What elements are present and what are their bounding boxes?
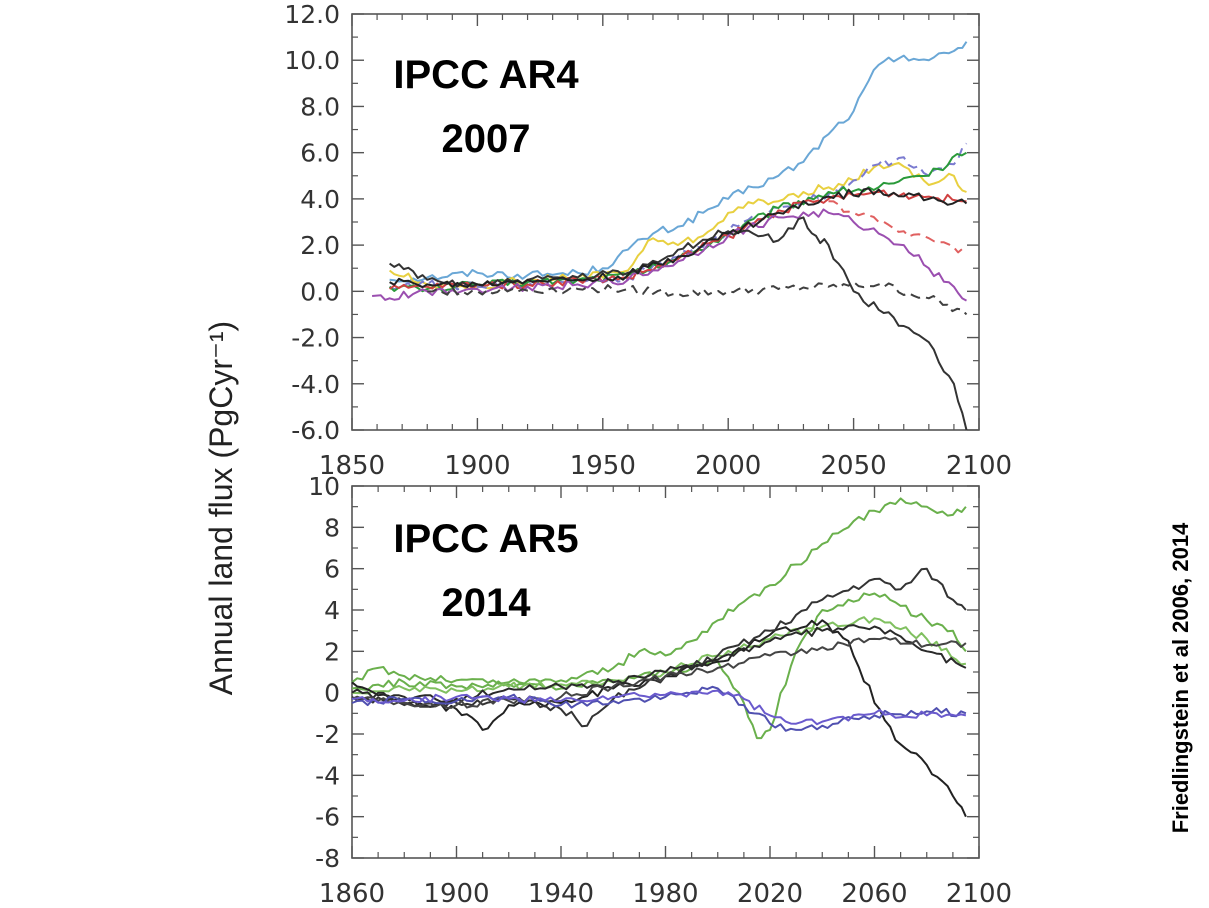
- ar5-x-tick-label: 1900: [423, 879, 489, 908]
- ar5-y-tick-label: 2: [324, 637, 340, 666]
- ar4-panel: 1850 1900 1950 2000 2050 2100 12.0 10.0 8.0 6.0 4…: [284, 0, 1012, 481]
- ar4-x-tick-label: 2100: [946, 451, 1012, 481]
- ar5-ticks: [351, 485, 980, 859]
- ar4-x-tick-label: 2000: [695, 451, 761, 481]
- ar4-series-line: [427, 280, 968, 316]
- citation-label: Friedlingstein et al 2006, 2014: [1168, 522, 1193, 833]
- ar4-y-tick-label: 8.0: [300, 92, 340, 121]
- ar5-series-line: [351, 616, 967, 695]
- ar4-plot-frame: [351, 13, 980, 431]
- ar5-x-tick-label: 2100: [946, 879, 1012, 908]
- ar5-x-tick-label: 1940: [528, 879, 594, 908]
- ar5-x-tick-label: 2020: [737, 879, 803, 908]
- ar4-x-tick-label: 1950: [570, 451, 636, 481]
- ar4-series-line: [372, 208, 967, 302]
- ar4-x-tick-label: 1900: [444, 451, 510, 481]
- ar5-x-tick-label: 2060: [841, 879, 907, 908]
- ar5-y-tick-label: 0: [324, 679, 340, 708]
- ar4-y-tick-labels: 12.0 10.0 8.0 6.0 4.0 2.0 0.0 -2.0 -4.0 -6.0: [284, 0, 340, 445]
- ar4-series-line: [389, 41, 968, 284]
- ar5-series-line: [351, 636, 967, 709]
- ar5-x-tick-label: 1860: [319, 879, 385, 908]
- ar4-ticks: [351, 13, 980, 431]
- ar5-title-line2: 2014: [442, 581, 532, 625]
- ar5-y-tick-label: -2: [315, 720, 340, 749]
- ar4-y-tick-label: 2.0: [300, 231, 340, 260]
- ar5-y-tick-label: -6: [315, 803, 340, 832]
- ar5-series-line: [351, 624, 967, 704]
- ar5-series-line: [351, 497, 967, 685]
- ar5-title-line1: IPCC AR5: [393, 517, 578, 561]
- ar4-y-tick-label: 0.0: [300, 277, 340, 306]
- ar4-title-line2: 2007: [442, 117, 531, 161]
- ar4-x-tick-labels: 1850 1900 1950 2000 2050 2100: [319, 451, 1012, 481]
- ar5-y-tick-labels: 10 8 6 4 2 0 -2 -4 -6 -8: [308, 472, 340, 873]
- y-axis-label: Annual land flux (PgCyr⁻¹): [203, 321, 239, 695]
- ar5-y-tick-label: 4: [324, 596, 340, 625]
- ar4-series-group: [372, 41, 968, 431]
- ar5-y-tick-label: 6: [324, 555, 340, 584]
- ar5-x-tick-label: 1980: [632, 879, 698, 908]
- ar5-y-tick-label: 8: [324, 513, 340, 542]
- ar4-y-tick-label: 12.0: [284, 0, 340, 29]
- ar4-series-line: [389, 187, 968, 289]
- ar5-series-group: [351, 497, 967, 818]
- ar5-series-line: [351, 685, 967, 732]
- ar4-title-line1: IPCC AR4: [393, 53, 579, 97]
- ar4-y-tick-label: -6.0: [291, 416, 340, 445]
- ar4-y-tick-label: -2.0: [291, 324, 340, 353]
- ar4-y-tick-label: -4.0: [291, 370, 340, 399]
- ar5-series-line: [351, 689, 967, 726]
- ar4-series-line: [828, 200, 968, 254]
- ar4-x-tick-label: 2050: [821, 451, 887, 481]
- ar5-panel: 1860 1900 1940 1980 2020 2060 2100 10 8 6 4 2 0 -2 -4…: [308, 472, 1012, 908]
- ar4-y-tick-label: 10.0: [284, 46, 340, 75]
- ar5-y-tick-label: -4: [315, 761, 340, 790]
- ar4-x-tick-label: 1850: [319, 451, 385, 481]
- ar5-y-tick-label: 10: [308, 472, 340, 501]
- ar5-x-tick-labels: 1860 1900 1940 1980 2020 2060 2100: [319, 879, 1012, 908]
- ar5-y-tick-label: -8: [315, 844, 340, 873]
- ar4-y-tick-label: 6.0: [300, 139, 340, 168]
- ar4-y-tick-label: 4.0: [300, 185, 340, 214]
